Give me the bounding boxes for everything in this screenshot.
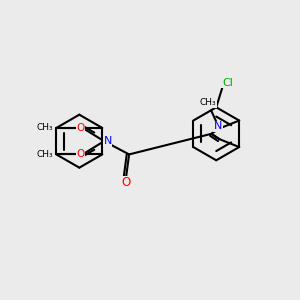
Text: CH₃: CH₃ (36, 150, 53, 159)
Text: N: N (214, 121, 222, 131)
Text: CH₃: CH₃ (200, 98, 216, 107)
Text: O: O (76, 149, 84, 159)
Text: Cl: Cl (222, 78, 233, 88)
Text: O: O (122, 176, 131, 190)
Text: CH₃: CH₃ (36, 123, 53, 132)
Text: O: O (76, 123, 84, 133)
Text: N: N (103, 136, 112, 146)
